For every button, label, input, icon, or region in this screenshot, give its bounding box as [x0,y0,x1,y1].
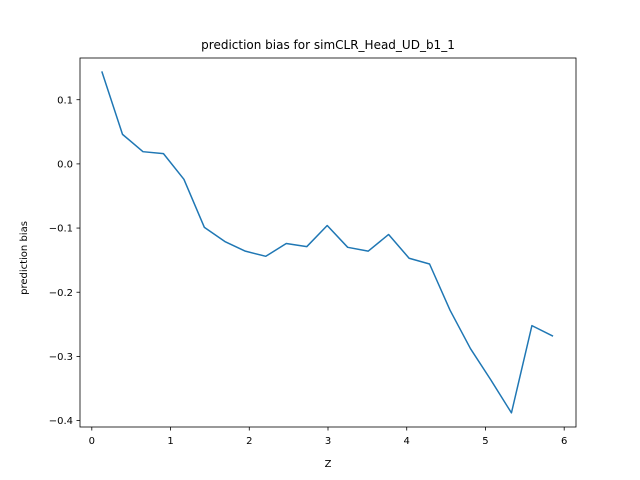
series-line-0 [101,71,554,414]
x-tick-label: 4 [404,436,410,447]
y-tick-label: 0.0 [57,159,73,170]
plot-area: 0 1 2 3 4 5 6 −0.4 −0.3 −0.2 −0.1 0.0 0.1 [49,57,577,447]
chart-title: prediction bias for simCLR_Head_UD_b1_1 [201,38,455,52]
x-axis-title: Z [325,459,332,470]
y-tick-label: −0.4 [49,416,73,427]
y-axis-title: prediction bias [19,221,30,295]
x-tick-label: 5 [482,436,488,447]
x-tick-label: 2 [246,436,252,447]
y-tick-label: −0.3 [49,352,73,363]
y-tick-label: −0.2 [49,288,73,299]
x-tick-label: 6 [561,436,567,447]
x-tick-label: 0 [89,436,95,447]
x-tick-label: 3 [325,436,331,447]
y-tick-label: 0.1 [57,95,73,106]
x-tick-label: 1 [167,436,173,447]
y-tick-label: −0.1 [49,224,73,235]
